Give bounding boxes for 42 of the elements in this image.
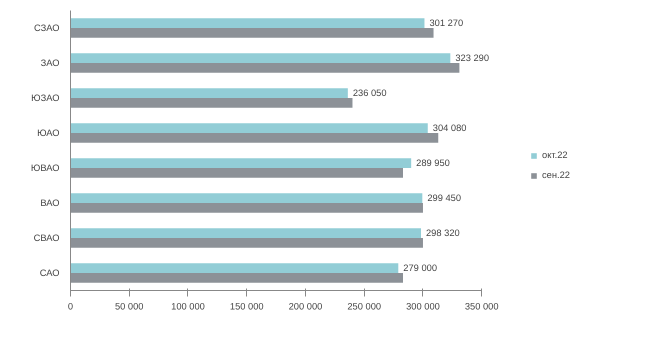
x-tick-label: 150 000 bbox=[230, 302, 264, 312]
y-tick-label: СВАО bbox=[34, 233, 60, 243]
x-tick-label: 50 000 bbox=[114, 302, 144, 312]
data-label: 301 270 bbox=[429, 18, 464, 28]
data-label: 304 080 bbox=[432, 123, 466, 134]
x-tick-label: 350 000 bbox=[464, 302, 499, 312]
bar bbox=[70, 18, 424, 28]
data-label: 236 050 bbox=[352, 88, 387, 98]
x-tick-label: 100 000 bbox=[171, 302, 205, 312]
bar bbox=[70, 228, 421, 238]
y-tick-label: ЮАО bbox=[37, 128, 60, 138]
bar bbox=[70, 123, 428, 133]
legend-label: окт.22 bbox=[542, 150, 568, 160]
x-tick-label: 200 000 bbox=[288, 302, 322, 312]
bar bbox=[70, 193, 422, 203]
y-tick-label: СЗАО bbox=[34, 23, 60, 33]
y-tick-label: ЮЗАО bbox=[31, 93, 60, 103]
x-tick-label: 300 000 bbox=[406, 302, 440, 312]
bar bbox=[70, 273, 403, 283]
bar bbox=[70, 63, 460, 73]
bar bbox=[70, 203, 423, 213]
bar bbox=[70, 88, 348, 98]
y-tick-label: ЮВАО bbox=[30, 163, 60, 173]
bar bbox=[70, 133, 438, 143]
bar bbox=[70, 168, 403, 178]
data-label: 298 320 bbox=[426, 228, 460, 238]
data-label: 299 450 bbox=[427, 193, 462, 204]
legend-label: сен.22 bbox=[542, 170, 570, 180]
data-label: 289 950 bbox=[416, 158, 450, 168]
bar bbox=[70, 263, 398, 273]
data-label: 323 290 bbox=[455, 53, 490, 64]
x-tick-label: 250 000 bbox=[347, 302, 382, 312]
y-tick-label: САО bbox=[40, 268, 60, 278]
bar bbox=[70, 238, 423, 248]
bar bbox=[70, 53, 450, 63]
x-tick-label: 0 bbox=[68, 302, 74, 312]
bar bbox=[70, 158, 412, 168]
y-tick-label: ВАО bbox=[40, 198, 60, 208]
data-label: 279 000 bbox=[403, 263, 438, 274]
y-tick-label: ЗАО bbox=[40, 58, 60, 68]
bar bbox=[70, 28, 434, 38]
bar bbox=[70, 98, 352, 108]
